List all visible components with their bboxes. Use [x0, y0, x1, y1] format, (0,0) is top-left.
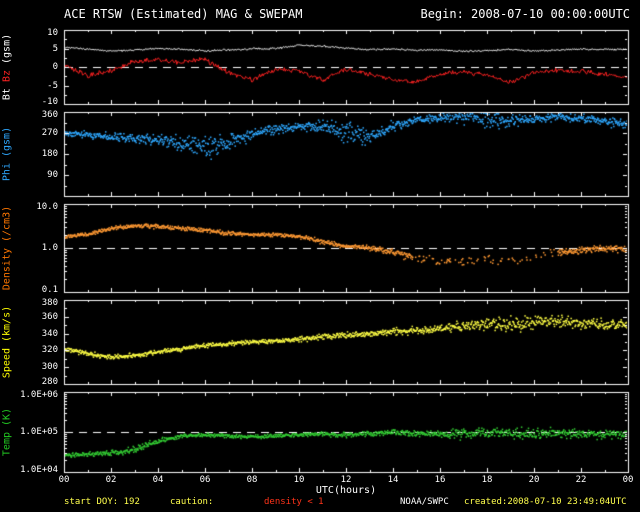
footer-credit: NOAA/SWPC	[400, 497, 449, 507]
footer-caution-value: density < 1	[264, 497, 324, 507]
x-axis-label: UTC(hours)	[286, 485, 406, 496]
ace-rtsw-window: ACE RTSW (Estimated) MAG & SWEPAM Begin:…	[0, 0, 640, 512]
begin-timestamp: Begin: 2008-07-10 00:00:00UTC	[420, 7, 630, 21]
footer-start-doy: start DOY: 192	[64, 497, 140, 507]
footer-caution-label: caution:	[170, 497, 213, 507]
footer-created: created:2008-07-10 23:49:04UTC	[464, 497, 627, 507]
plot-canvas	[0, 0, 640, 512]
plot-title: ACE RTSW (Estimated) MAG & SWEPAM	[64, 7, 302, 21]
